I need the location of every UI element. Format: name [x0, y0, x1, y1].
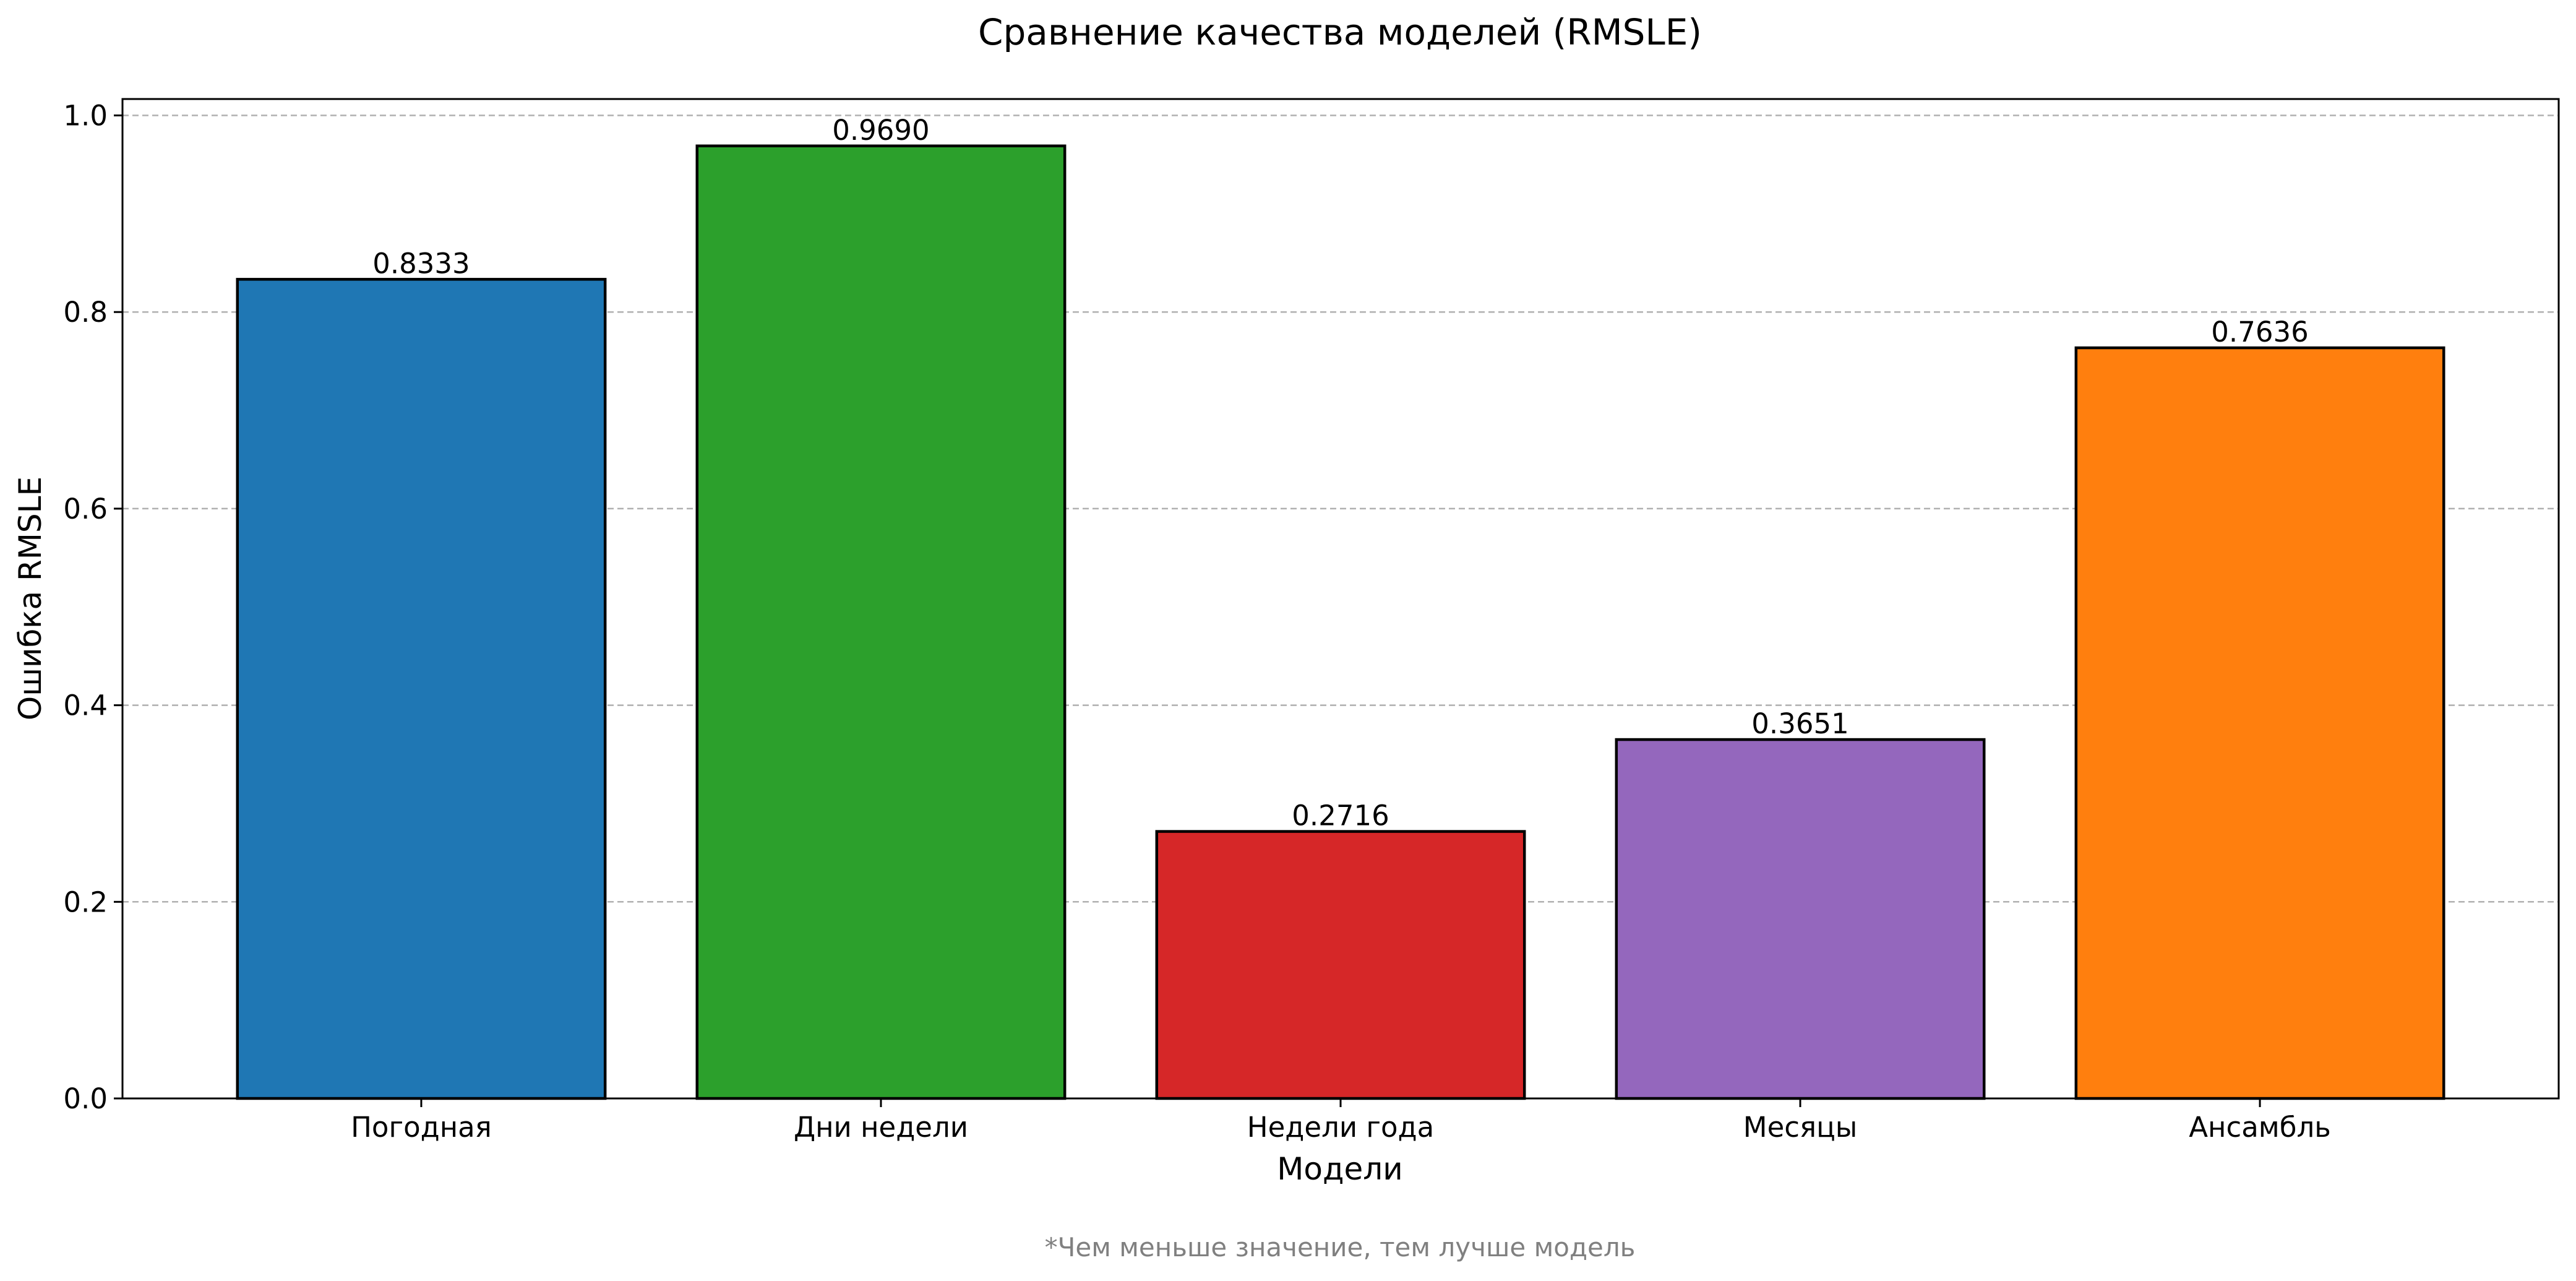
y-tick-label: 0.0	[63, 1082, 108, 1115]
bar-value-label: 0.3651	[1751, 707, 1848, 740]
bar-value-label: 0.2716	[1292, 800, 1389, 832]
y-axis-label: Ошибка RMSLE	[12, 477, 48, 720]
y-tick-label: 0.8	[63, 296, 108, 329]
x-tick-label: Месяцы	[1743, 1111, 1857, 1144]
y-tick-label: 0.6	[63, 493, 108, 525]
value-labels: 0.8333 0.9690 0.2716 0.3651 0.7636	[372, 114, 2309, 832]
bar	[236, 278, 607, 1100]
y-axis-ticks: 0.0 0.2 0.4 0.6 0.8 1.0	[63, 100, 122, 1115]
bar	[2074, 346, 2445, 1100]
x-axis-ticks: Погодная Дни недели Недели года Месяцы Ансам…	[351, 1098, 2331, 1144]
bar	[1155, 830, 1526, 1100]
chart-title: Сравнение качества моделей (RMSLE)	[978, 11, 1702, 53]
footnote: *Чем меньше значение, тем лучше модель	[1045, 1232, 1636, 1262]
bars	[236, 144, 2445, 1100]
bar	[695, 144, 1067, 1100]
y-tick-label: 1.0	[63, 100, 108, 132]
bar-value-label: 0.9690	[832, 114, 929, 147]
x-tick-label: Недели года	[1247, 1111, 1435, 1144]
x-tick-label: Погодная	[351, 1111, 492, 1144]
bar	[1615, 738, 1986, 1100]
x-axis-label: Модели	[1277, 1151, 1403, 1187]
bar-value-label: 0.8333	[372, 247, 470, 280]
y-tick-label: 0.2	[63, 886, 108, 918]
bar-value-label: 0.7636	[2211, 316, 2308, 348]
x-tick-label: Ансамбль	[2189, 1111, 2331, 1144]
x-tick-label: Дни недели	[794, 1111, 968, 1144]
y-tick-label: 0.4	[63, 689, 108, 722]
